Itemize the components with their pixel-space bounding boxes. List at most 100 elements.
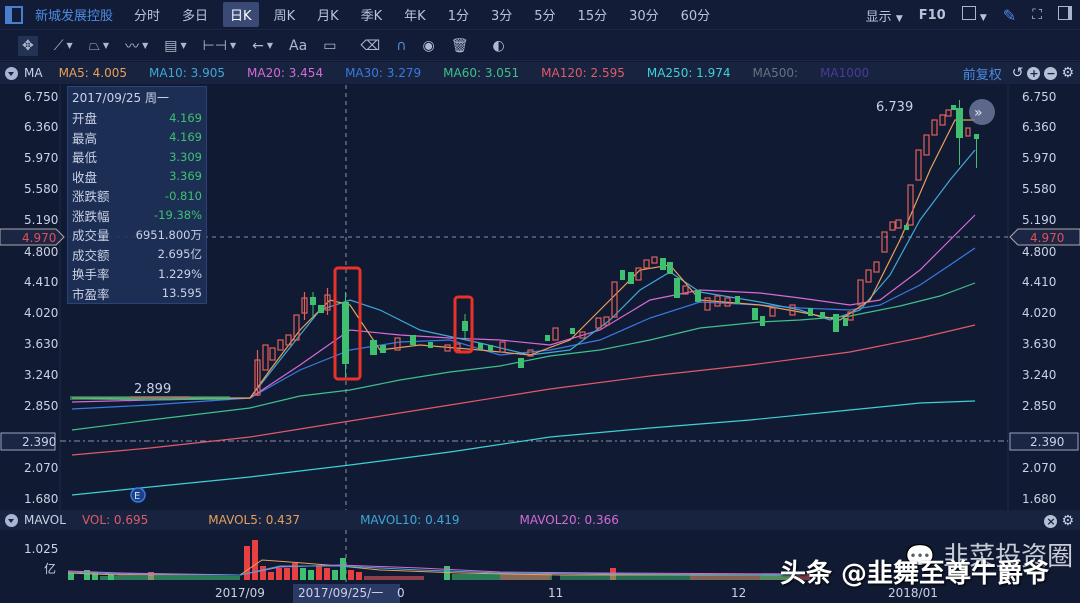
level-box-left (0, 432, 56, 451)
brush-icon[interactable]: ✎ (1002, 5, 1017, 25)
tab-period-fenshi[interactable]: 分时 (134, 9, 161, 24)
x-label-2018-01: 2018/01 (888, 586, 938, 600)
volume-indicator-bar: MAVOL VOL: 0.695 MAVOL5: 0.437 MAVOL10: … (0, 510, 1080, 530)
tab-period-60min[interactable]: 60分 (680, 9, 711, 24)
wave-tool-button[interactable]: 〰 ▼ (125, 36, 148, 56)
eraser-icon[interactable]: ⌫ (360, 37, 381, 54)
mavol20-label: MAVOL20: 0.366 (519, 513, 619, 527)
move-icon[interactable]: ✥ (18, 35, 38, 56)
ma250-label: MA250: 1.974 (646, 66, 731, 80)
crosshair-price-right-label: 4.970 (1030, 231, 1064, 245)
y-axis-left: 6.750 6.360 5.970 5.580 5.190 4.800 4.41… (24, 90, 58, 506)
ma5-label: MA5: 4.005 (58, 66, 127, 80)
ma120-label: MA120: 2.595 (541, 66, 625, 80)
crosshair-price-left-label: 4.970 (22, 231, 56, 245)
tooltip-date: 2017/09/25 周一 (72, 91, 169, 105)
panel-toggle-icon[interactable] (1058, 6, 1072, 24)
svg-text:5.190: 5.190 (1022, 213, 1056, 227)
tooltip-row-open: 开盘 4.169 (72, 110, 202, 127)
fullscreen-icon[interactable]: ⛶ (1032, 7, 1042, 23)
event-marker-label: E (134, 491, 140, 502)
highlight-box-2 (453, 295, 474, 354)
tab-period-zhouk[interactable]: 周K (273, 9, 296, 24)
f10-button[interactable]: F10 (918, 7, 946, 23)
crosshair-price-right (1009, 228, 1080, 246)
tab-period-niank[interactable]: 年K (404, 9, 426, 24)
polygon-tool-button[interactable]: ⏢ ▼ (88, 37, 110, 54)
svg-text:6.750: 6.750 (1022, 90, 1056, 104)
adjust-mode-button[interactable]: 前复权 (962, 67, 1002, 83)
arrow-icon: ← (252, 37, 264, 54)
layout-menu-button[interactable]: ▼ (961, 6, 987, 24)
x-label-12: 12 (731, 586, 746, 600)
line-tool-button[interactable]: ⟋ ▼ (53, 37, 73, 54)
svg-text:3.240: 3.240 (1022, 368, 1056, 382)
svg-text:5.580: 5.580 (1022, 182, 1056, 196)
ma-title: MA (24, 66, 43, 80)
candles-red-2 (394, 109, 971, 357)
toggle-icon[interactable]: ◐ (492, 37, 505, 54)
zoom-out-icon[interactable]: − (1044, 66, 1058, 80)
tooltip-row-change-pct: 涨跌幅 -19.38% (72, 208, 202, 224)
stock-name[interactable]: 新城发展控股 (35, 9, 114, 24)
tab-period-1min[interactable]: 1分 (447, 9, 469, 24)
tab-period-rik[interactable]: 日K (223, 2, 259, 27)
vol-settings-icon[interactable]: ⚙ (1061, 513, 1074, 529)
volume-chart[interactable]: 1.025 亿 2017/09 2017/09/ (0, 530, 1080, 603)
sidebar-toggle-icon[interactable] (5, 5, 23, 24)
tab-period-30min[interactable]: 30分 (629, 9, 659, 24)
watermark-toutiao: 头条 @韭舞至尊牛爵爷 (780, 559, 1050, 589)
tooltip-row-change: 涨跌额 -0.810 (72, 188, 202, 205)
square-icon (961, 6, 976, 20)
text-tool-button[interactable]: Aa (289, 37, 308, 54)
tab-period-3min[interactable]: 3分 (490, 9, 513, 24)
svg-text:2.850: 2.850 (24, 399, 58, 413)
y-axis-right: 6.750 6.360 5.970 5.580 5.190 4.800 4.41… (1022, 90, 1056, 506)
svg-text:3.630: 3.630 (24, 337, 58, 351)
scroll-right-button[interactable] (969, 99, 995, 125)
vol-collapse-icon[interactable] (5, 513, 18, 527)
tab-period-15min[interactable]: 15分 (577, 9, 608, 24)
tab-period-duori[interactable]: 多日 (182, 9, 209, 24)
tab-period-yuek[interactable]: 月K (317, 9, 339, 24)
price-chart[interactable]: 6.739 2.899 » E 4.970 4.970 2.390 2.390 … (0, 85, 1080, 510)
svg-text:4.020: 4.020 (1022, 306, 1056, 320)
x-label-10: 0 (397, 586, 405, 600)
candles-early (70, 396, 230, 400)
settings-icon[interactable]: ⚙ (1061, 65, 1074, 81)
crosshair-date-box (293, 584, 400, 603)
svg-text:4.410: 4.410 (1022, 275, 1056, 289)
tooltip-row-high: 最高 4.169 (72, 130, 202, 146)
x-label-11: 11 (548, 586, 563, 600)
range-icon: ⊢⊣ (202, 37, 227, 54)
arrow-tool-button[interactable]: ← ▼ (252, 37, 274, 54)
display-menu-button[interactable]: 显示 ▼ (865, 9, 903, 25)
tab-period-5min[interactable]: 5分 (534, 9, 556, 24)
eye-icon[interactable]: ◉ (422, 37, 435, 54)
candles-green-1 (310, 100, 979, 380)
svg-text:4.410: 4.410 (24, 275, 58, 289)
ma-collapse-icon[interactable] (5, 66, 18, 80)
vol-label: VOL: 0.695 (81, 513, 149, 527)
magnet-icon[interactable]: ∩ (396, 37, 407, 54)
event-marker[interactable] (130, 487, 146, 503)
candles-rally (254, 288, 331, 396)
vol-scale-value: 1.025 (24, 542, 58, 556)
top-bar: 新城发展控股 分时 多日 日K 周K 月K 季K 年K 1分 3分 5分 15分… (0, 0, 1080, 30)
mavol5-label: MAVOL5: 0.437 (208, 513, 301, 527)
trash-icon[interactable]: 🗑 (450, 37, 469, 54)
undo-icon[interactable]: ↺ (1011, 65, 1024, 81)
tooltip-row-turnover: 换手率 1.229% (72, 266, 202, 283)
level-box-right-label: 2.390 (1030, 435, 1064, 449)
zoom-in-icon[interactable]: + (1027, 66, 1041, 80)
max-price-label: 6.739 (876, 100, 913, 115)
fib-tool-button[interactable]: ▤ ▼ (164, 37, 187, 54)
ma1000-label: MA1000 (820, 66, 870, 80)
wechat-icon: 💬 (905, 543, 935, 571)
tab-period-jik[interactable]: 季K (360, 9, 383, 24)
svg-text:5.970: 5.970 (1022, 151, 1056, 165)
comment-icon[interactable]: ▭ (323, 37, 337, 54)
close-icon[interactable]: × (1044, 514, 1058, 528)
double-chevron-right-icon: » (974, 105, 983, 121)
range-tool-button[interactable]: ⊢⊣ ▼ (202, 37, 237, 54)
